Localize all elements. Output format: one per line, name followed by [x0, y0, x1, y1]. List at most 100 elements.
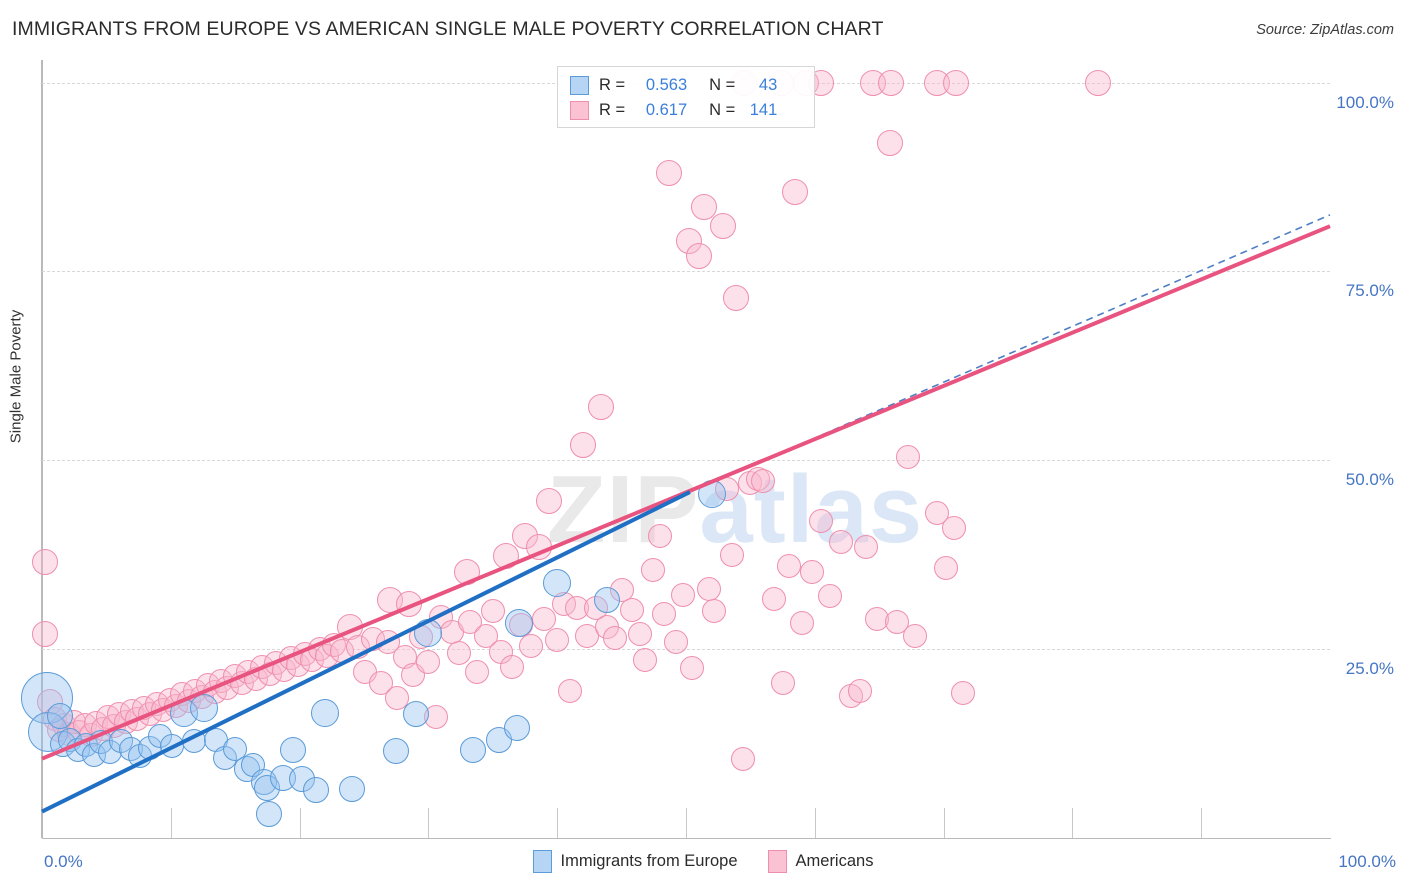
- scatter-point[interactable]: [190, 694, 219, 723]
- series-legend-item-americans[interactable]: Americans: [767, 850, 874, 873]
- series-swatch-americans: [767, 850, 787, 873]
- scatter-point[interactable]: [685, 243, 712, 270]
- y-axis-tick-label: 25.0%: [1345, 659, 1394, 679]
- scatter-point[interactable]: [751, 469, 776, 494]
- scatter-point[interactable]: [941, 516, 966, 541]
- scatter-point[interactable]: [648, 523, 673, 548]
- scatter-point[interactable]: [504, 714, 531, 741]
- plot-area: ZIPatlas: [21, 60, 1331, 838]
- scatter-point[interactable]: [789, 610, 814, 635]
- series-swatch-immigrants: [532, 850, 552, 873]
- x-axis-tick: [428, 808, 430, 838]
- scatter-point[interactable]: [864, 606, 889, 631]
- scatter-point[interactable]: [627, 622, 652, 647]
- scatter-point[interactable]: [383, 738, 410, 765]
- scatter-point[interactable]: [1085, 69, 1112, 96]
- stats-row-blue: R = 0.563 N = 43: [570, 73, 804, 98]
- scatter-point[interactable]: [465, 659, 490, 684]
- y-axis-line: [41, 60, 43, 838]
- scatter-point[interactable]: [950, 680, 975, 705]
- scatter-point[interactable]: [697, 576, 722, 601]
- scatter-point[interactable]: [854, 535, 879, 560]
- scatter-point[interactable]: [339, 775, 366, 802]
- scatter-point[interactable]: [770, 671, 795, 696]
- scatter-point[interactable]: [903, 623, 928, 648]
- scatter-point[interactable]: [761, 587, 786, 612]
- stats-row-pink: R = 0.617 N = 141: [570, 98, 804, 123]
- scatter-point[interactable]: [416, 650, 441, 674]
- scatter-point[interactable]: [303, 776, 330, 803]
- legend-swatch-americans: [570, 101, 589, 120]
- trend-line-immigrants: [41, 490, 691, 814]
- scatter-point[interactable]: [619, 597, 644, 622]
- scatter-point[interactable]: [656, 160, 683, 187]
- scatter-point[interactable]: [800, 560, 825, 585]
- scatter-point[interactable]: [447, 640, 472, 665]
- scatter-point[interactable]: [31, 621, 58, 648]
- scatter-point[interactable]: [720, 542, 745, 567]
- scatter-point[interactable]: [885, 609, 910, 634]
- scatter-point[interactable]: [558, 678, 583, 703]
- scatter-point[interactable]: [710, 213, 737, 240]
- scatter-point[interactable]: [680, 656, 705, 681]
- scatter-point[interactable]: [47, 702, 74, 729]
- scatter-point[interactable]: [632, 647, 657, 672]
- scatter-point[interactable]: [255, 800, 282, 827]
- gridline-250: [42, 649, 1330, 651]
- scatter-point[interactable]: [500, 655, 525, 680]
- scatter-point[interactable]: [311, 699, 340, 728]
- scatter-point[interactable]: [280, 737, 307, 764]
- r-value-pink: 0.617: [645, 101, 688, 119]
- x-axis-tick: [170, 808, 172, 838]
- scatter-point[interactable]: [587, 394, 614, 421]
- scatter-point[interactable]: [569, 432, 596, 459]
- scatter-point[interactable]: [730, 746, 755, 771]
- series-label-americans: Americans: [795, 852, 874, 870]
- series-legend: Immigrants from Europe Americans: [0, 850, 1406, 873]
- scatter-point[interactable]: [480, 599, 505, 624]
- scatter-point[interactable]: [934, 555, 959, 580]
- scatter-point[interactable]: [782, 179, 809, 206]
- scatter-point[interactable]: [895, 444, 920, 469]
- scatter-point[interactable]: [671, 582, 696, 607]
- scatter-point[interactable]: [847, 678, 872, 703]
- scatter-point[interactable]: [519, 634, 544, 659]
- scatter-point[interactable]: [818, 584, 843, 609]
- scatter-point[interactable]: [828, 529, 853, 554]
- scatter-point[interactable]: [640, 557, 665, 582]
- n-value-pink: 141: [749, 101, 778, 119]
- n-value-blue: 43: [758, 76, 778, 94]
- scatter-point[interactable]: [652, 602, 677, 627]
- scatter-point[interactable]: [402, 701, 429, 728]
- scatter-point[interactable]: [663, 629, 688, 654]
- scatter-point[interactable]: [545, 628, 570, 653]
- y-axis-title: Single Male Poverty: [7, 309, 25, 444]
- scatter-point[interactable]: [241, 753, 266, 778]
- y-axis-tick-label: 50.0%: [1345, 470, 1394, 490]
- scatter-point[interactable]: [702, 599, 727, 624]
- source-label: Source: ZipAtlas.com: [1256, 22, 1394, 38]
- x-axis-tick: [686, 808, 687, 838]
- scatter-point[interactable]: [809, 508, 834, 533]
- r-value-blue: 0.563: [645, 76, 688, 94]
- scatter-point[interactable]: [504, 608, 533, 637]
- scatter-point[interactable]: [603, 625, 628, 650]
- series-legend-item-immigrants[interactable]: Immigrants from Europe: [532, 850, 738, 873]
- scatter-point[interactable]: [532, 606, 557, 631]
- gridline-500: [42, 460, 1330, 462]
- scatter-point[interactable]: [877, 69, 904, 96]
- scatter-point[interactable]: [943, 69, 970, 96]
- x-axis-tick: [814, 808, 816, 838]
- correlation-stats-legend: R = 0.563 N = 43 R = 0.617 N = 141: [557, 66, 815, 128]
- scatter-point[interactable]: [876, 130, 903, 157]
- scatter-point[interactable]: [31, 549, 58, 576]
- scatter-point[interactable]: [536, 488, 563, 515]
- scatter-point[interactable]: [723, 284, 750, 311]
- y-axis-tick-label: 100.0%: [1336, 92, 1394, 112]
- scatter-point[interactable]: [460, 737, 487, 764]
- trend-lines: [41, 214, 1331, 814]
- scatter-point[interactable]: [594, 587, 621, 614]
- scatter-point[interactable]: [543, 568, 572, 597]
- page-title: IMMIGRANTS FROM EUROPE VS AMERICAN SINGL…: [12, 18, 884, 40]
